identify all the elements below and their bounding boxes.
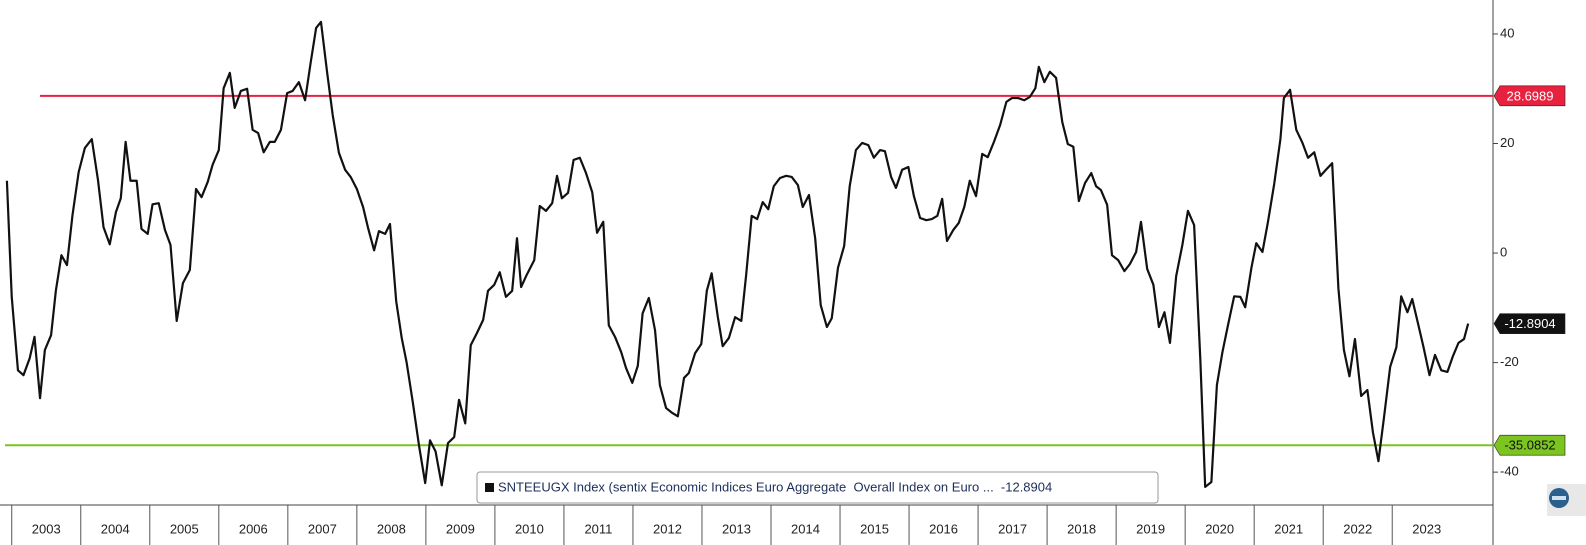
x-tick-label: 2006 (239, 521, 268, 536)
scroll-icon[interactable] (1547, 484, 1586, 516)
x-tick-label: 2019 (1136, 521, 1165, 536)
x-tick-label: 2014 (791, 521, 820, 536)
x-tick-label: 2022 (1343, 521, 1372, 536)
x-tick-label: 2007 (308, 521, 337, 536)
icon-bar (1552, 496, 1566, 500)
value-tag: 28.6989 (1493, 85, 1566, 107)
value-tag: -35.0852 (1493, 434, 1566, 456)
x-tick-label: 2018 (1067, 521, 1096, 536)
x-tick-label: 2003 (32, 521, 61, 536)
value-tag-box (1493, 313, 1566, 334)
legend-label: SNTEEUGX Index (sentix Economic Indices … (498, 479, 1052, 494)
x-tick-label: 2017 (998, 521, 1027, 536)
series-line (5, 20, 1470, 489)
x-tick-label: 2011 (584, 521, 612, 536)
y-tick-label: 0 (1500, 244, 1507, 259)
x-tick-label: 2012 (653, 521, 682, 536)
x-tick-label: 2020 (1205, 521, 1234, 536)
x-tick-label: 2010 (515, 521, 544, 536)
x-tick-label: 2015 (860, 521, 889, 536)
x-tick-label: 2016 (929, 521, 958, 536)
value-tag-box (1493, 85, 1566, 107)
value-tag: -12.8904 (1493, 313, 1566, 334)
legend: SNTEEUGX Index (sentix Economic Indices … (476, 471, 1159, 504)
x-tick-label: 2009 (446, 521, 475, 536)
value-tag-label: -12.8904 (1504, 316, 1555, 331)
y-tick-label: -40 (1500, 464, 1519, 479)
y-tick-label: 20 (1500, 135, 1514, 150)
y-tick-label: 40 (1500, 25, 1514, 40)
value-tag-box (1493, 434, 1566, 456)
value-tag-label: -35.0852 (1504, 438, 1555, 453)
x-tick-label: 2023 (1412, 521, 1441, 536)
x-tick-label: 2004 (101, 521, 130, 536)
x-tick-label: 2008 (377, 521, 406, 536)
legend-box (476, 471, 1159, 504)
x-tick-label: 2021 (1274, 521, 1303, 536)
x-tick-label: 2013 (722, 521, 751, 536)
y-tick-label: -20 (1500, 354, 1519, 369)
x-tick-label: 2005 (170, 521, 199, 536)
value-tag-label: 28.6989 (1507, 88, 1554, 103)
legend-swatch (485, 483, 494, 492)
